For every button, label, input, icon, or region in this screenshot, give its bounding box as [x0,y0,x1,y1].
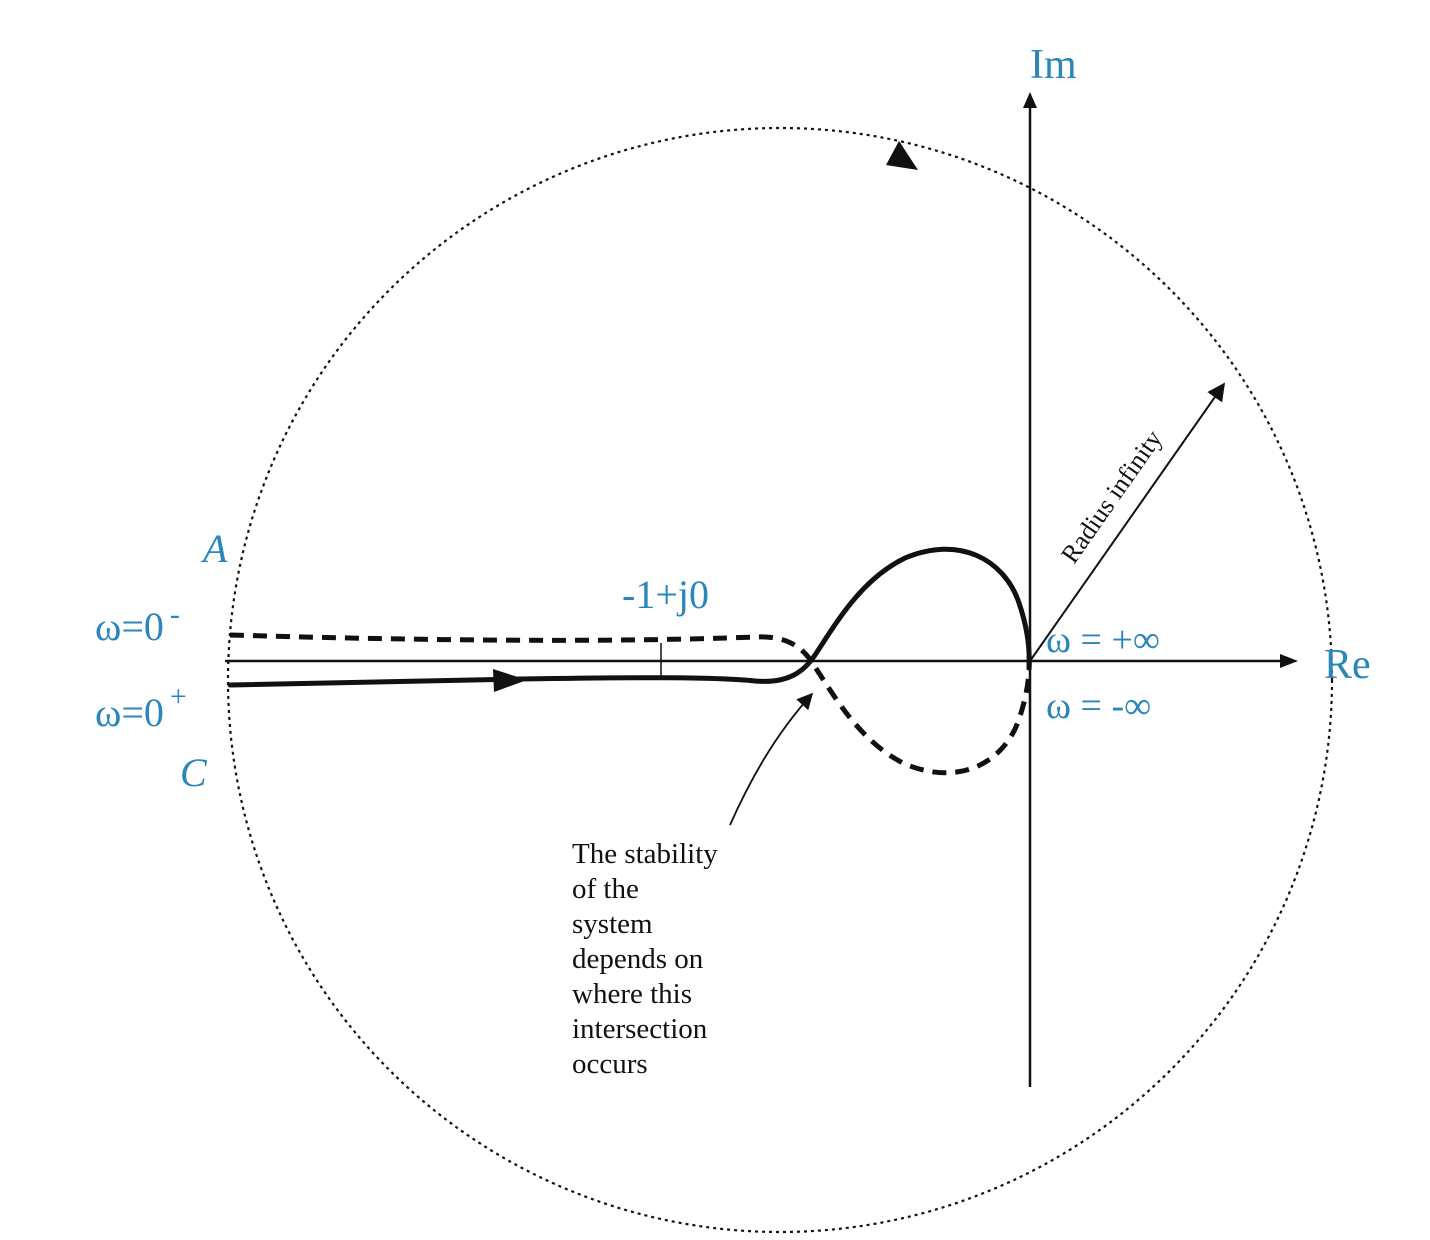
critical-point-label: -1+j0 [622,572,709,617]
nyquist-curve-negative [229,632,1032,776]
annotation-line: system [572,908,653,940]
re-axis-label: Re [1324,642,1371,688]
annotation-text: The stability of the system depends on w… [572,838,725,1080]
annotation-line: The stability [572,838,718,870]
omega-zero-minus-label: ω=0- [95,598,180,649]
real-axis-arrow [1280,654,1298,668]
radius-label: Radius infinity [1055,425,1168,569]
circle-direction-arrow [886,141,918,170]
point-c-label: C [180,750,208,795]
omega-zero-plus-label: ω=0 + [95,680,187,735]
annotation-line: depends on [572,943,704,975]
im-axis-label: Im [1030,42,1077,88]
curve-direction-arrow [493,669,527,692]
omega-minus-inf-label: ω = -∞ [1046,685,1151,727]
annotation-leader-arrow [729,692,814,826]
annotation-line: occurs [572,1048,648,1080]
annotation-line: of the [572,873,639,905]
point-a-label: A [200,526,228,571]
omega-plus-inf-label: ω = +∞ [1046,619,1160,661]
infinite-radius-circle [226,126,1334,1234]
annotation-line: intersection [572,1013,708,1045]
nyquist-curve-positive [227,546,1032,688]
imaginary-axis-arrow [1023,92,1037,108]
annotation-line: where this [572,978,692,1010]
radius-arrow [1029,382,1226,662]
